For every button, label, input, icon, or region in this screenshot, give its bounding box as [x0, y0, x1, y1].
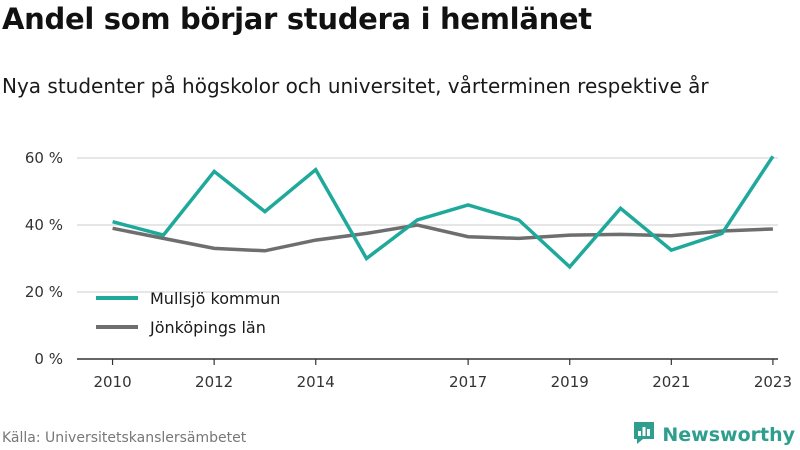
y-tick-label: 0 % — [34, 350, 63, 368]
line-chart: 0 % 20 % 40 % 60 % 2010 2012 2014 2017 2019 2021… — [25, 149, 792, 391]
series-line-2 — [112, 223, 773, 253]
legend-label: Mullsjö kommun — [150, 289, 280, 308]
x-tick-label: 2019 — [551, 373, 589, 391]
gridlines — [77, 157, 778, 293]
x-tick-label: 2021 — [652, 373, 690, 391]
x-axis: 2010 2012 2014 2017 2019 2021 2023 — [77, 358, 792, 391]
brand-icon — [632, 420, 656, 450]
x-tick-label: 2017 — [449, 373, 487, 391]
chart-title: Andel som börjar studera i hemlänet — [2, 2, 592, 36]
brand-logo: Newsworthy — [632, 420, 795, 450]
y-tick-label: 20 % — [25, 283, 63, 301]
y-axis: 0 % 20 % 40 % 60 % — [25, 149, 63, 368]
chart-subtitle: Nya studenter på högskolor och universit… — [2, 74, 709, 98]
x-tick-label: 2014 — [297, 373, 335, 391]
legend: Mullsjö kommun Jönköpings län — [96, 289, 280, 337]
y-tick-label: 40 % — [25, 216, 63, 234]
legend-label: Jönköpings län — [149, 318, 266, 337]
series-line-1 — [112, 155, 775, 270]
source-note: Källa: Universitetskanslersämbetet — [2, 430, 247, 446]
x-tick-label: 2010 — [93, 373, 131, 391]
x-tick-label: 2012 — [195, 373, 233, 391]
series-lines — [112, 155, 775, 270]
x-tick-label: 2023 — [754, 373, 792, 391]
brand-name: Newsworthy — [662, 424, 795, 446]
y-tick-label: 60 % — [25, 149, 63, 167]
